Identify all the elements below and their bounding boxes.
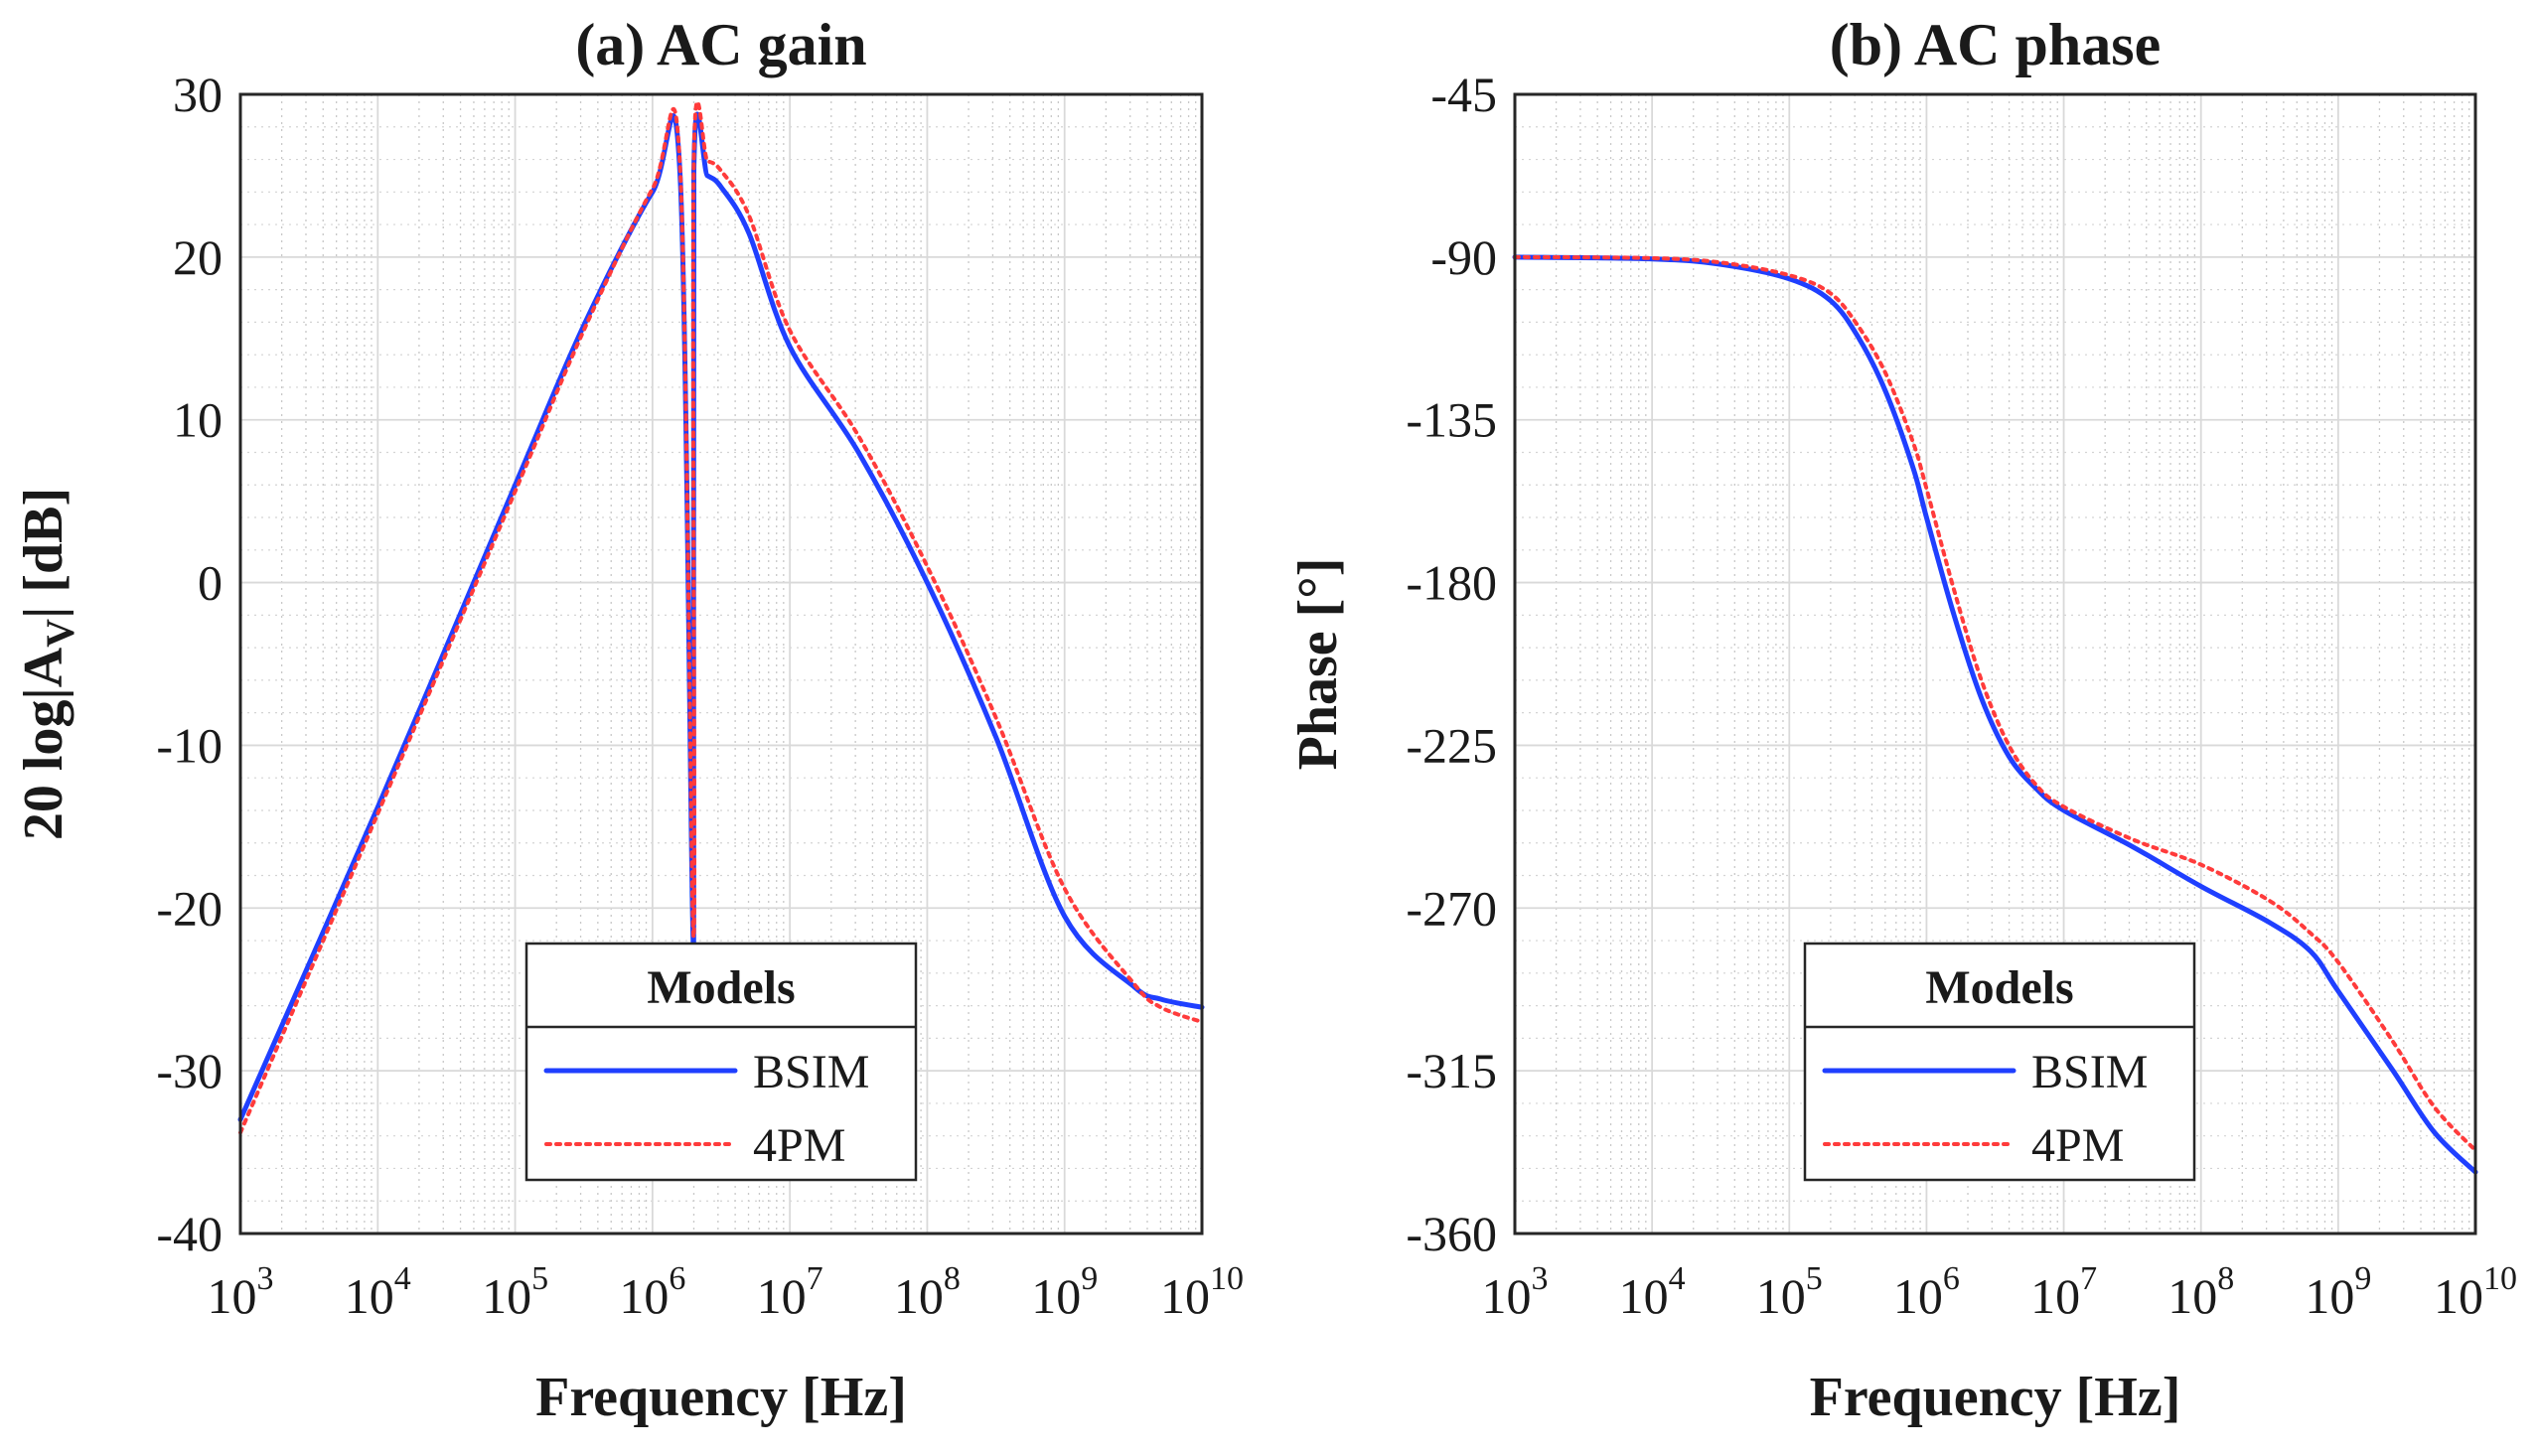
y-tick-label: -10: [156, 717, 223, 773]
series-lines: [1512, 254, 2478, 1175]
y-tick-label: 30: [173, 67, 223, 122]
y-tick-label: 0: [198, 555, 223, 611]
x-tick-label: 104: [1619, 1260, 1686, 1324]
x-tick-base: 10: [757, 1268, 807, 1324]
legend-box: [1803, 942, 2196, 1182]
series-lines: [237, 99, 1205, 1135]
x-tick-label: 109: [1031, 1260, 1098, 1324]
x-tick-exponent: 6: [1943, 1260, 1960, 1297]
x-tick-base: 10: [1482, 1268, 1532, 1324]
x-tick-exponent: 3: [1532, 1260, 1549, 1297]
y-tick-label: 10: [173, 392, 223, 448]
x-tick-exponent: 10: [1210, 1260, 1244, 1297]
x-tick-exponent: 8: [944, 1260, 961, 1297]
x-tick-label: 1010: [1160, 1260, 1244, 1324]
legend-label-bsim: BSIM: [2031, 1046, 2148, 1098]
x-tick-label: 108: [2167, 1260, 2234, 1324]
x-tick-base: 10: [894, 1268, 944, 1324]
x-axis-label: Frequency [Hz]: [1810, 1367, 2181, 1428]
x-tick-exponent: 5: [531, 1260, 548, 1297]
x-axis-label: Frequency [Hz]: [535, 1367, 907, 1428]
series-line-bsim: [1512, 254, 2478, 1175]
legend-title: Models: [647, 961, 795, 1014]
y-tick-label: -90: [1430, 229, 1497, 285]
x-tick-labels: 103 104 105 106 107 108 109 1010: [1482, 1260, 2518, 1324]
y-axis-label: Phase [°]: [1287, 558, 1349, 771]
x-tick-label: 103: [1482, 1260, 1549, 1324]
legend-label-4pm: 4PM: [753, 1119, 845, 1172]
x-tick-labels: 103 104 105 106 107 108 109 1010: [208, 1260, 1245, 1324]
chart-title: (b) AC phase: [1830, 12, 2161, 77]
x-tick-label: 1010: [2434, 1260, 2517, 1324]
x-tick-base: 10: [2030, 1268, 2080, 1324]
x-tick-exponent: 4: [1669, 1260, 1686, 1297]
chart-title: (a) AC gain: [575, 12, 866, 77]
legend-title: Models: [1925, 961, 2073, 1014]
minor-gridlines: [240, 94, 1202, 1234]
x-tick-base: 10: [619, 1268, 669, 1324]
y-tick-labels: -45 -90 -135 -180 -225 -270 -315 -360: [1406, 67, 1497, 1261]
x-tick-exponent: 10: [2483, 1260, 2517, 1297]
chart-ac-phase: (b) AC phase -45-90-135-180-225-270-315-…: [1287, 12, 2517, 1428]
x-tick-exponent: 4: [394, 1260, 411, 1297]
x-tick-label: 103: [208, 1260, 274, 1324]
y-tick-label: -315: [1406, 1043, 1497, 1098]
x-tick-label: 109: [2305, 1260, 2371, 1324]
y-axis-label-subscript: V: [38, 619, 82, 648]
legend-box: [524, 942, 918, 1182]
x-tick-label: 106: [619, 1260, 685, 1324]
x-tick-exponent: 7: [807, 1260, 823, 1297]
legend-label-4pm: 4PM: [2031, 1119, 2124, 1172]
y-tick-label: -20: [156, 880, 223, 936]
x-tick-label: 107: [757, 1260, 823, 1324]
y-axis-label: 20 log|AV| [dB]: [13, 488, 82, 840]
x-tick-base: 10: [1031, 1268, 1081, 1324]
x-tick-exponent: 9: [1081, 1260, 1098, 1297]
x-tick-base: 10: [1619, 1268, 1669, 1324]
x-tick-exponent: 6: [669, 1260, 685, 1297]
x-tick-label: 107: [2030, 1260, 2097, 1324]
y-tick-label: -45: [1430, 67, 1497, 122]
series-line-4pm: [238, 99, 1204, 1135]
y-axis-label-main: 20 log|A: [13, 647, 75, 840]
x-tick-label: 108: [894, 1260, 961, 1324]
y-tick-label: -360: [1406, 1206, 1497, 1261]
y-tick-label: 20: [173, 229, 223, 285]
x-tick-base: 10: [2305, 1268, 2354, 1324]
y-tick-label: -40: [156, 1206, 223, 1261]
x-tick-base: 10: [345, 1268, 394, 1324]
y-tick-label: -30: [156, 1043, 223, 1098]
y-tick-label: -225: [1406, 717, 1497, 773]
x-tick-base: 10: [1160, 1268, 1210, 1324]
x-tick-base: 10: [208, 1268, 257, 1324]
x-tick-label: 104: [345, 1260, 411, 1324]
plot-frame: [238, 92, 1204, 1236]
y-axis-label-unit: | [dB]: [13, 488, 75, 619]
x-tick-label: 105: [482, 1260, 548, 1324]
x-tick-exponent: 5: [1806, 1260, 1823, 1297]
x-tick-exponent: 7: [2080, 1260, 2097, 1297]
legend-label-bsim: BSIM: [753, 1046, 869, 1098]
x-tick-label: 105: [1756, 1260, 1823, 1324]
x-tick-exponent: 8: [2217, 1260, 2234, 1297]
y-tick-label: -270: [1406, 880, 1497, 936]
y-tick-label: -135: [1406, 392, 1497, 448]
x-tick-base: 10: [1756, 1268, 1806, 1324]
y-tick-labels: 30 20 10 0 -10 -20 -30 -40: [156, 67, 223, 1261]
x-tick-base: 10: [2434, 1268, 2483, 1324]
x-tick-base: 10: [2167, 1268, 2217, 1324]
x-tick-base: 10: [482, 1268, 531, 1324]
legend: Models BSIM 4PM: [1803, 942, 2196, 1182]
x-tick-base: 10: [1893, 1268, 1943, 1324]
series-line-4pm: [1513, 254, 2477, 1153]
x-tick-exponent: 3: [257, 1260, 274, 1297]
y-tick-label: -180: [1406, 555, 1497, 611]
legend: Models BSIM 4PM: [524, 942, 918, 1182]
x-tick-exponent: 9: [2354, 1260, 2371, 1297]
plot-frame: [1513, 92, 2477, 1236]
x-tick-label: 106: [1893, 1260, 1960, 1324]
